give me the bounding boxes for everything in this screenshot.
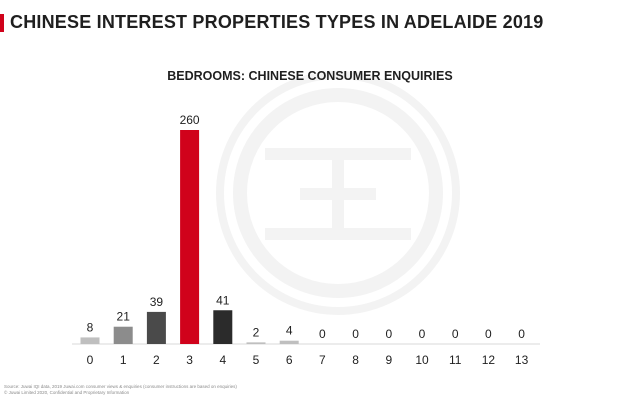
bar-5 [246, 342, 266, 344]
x-tick-label-12: 12 [482, 353, 496, 367]
footer-source: Source: Juwai IQI data, 2019 Juwai.com c… [4, 383, 237, 389]
data-label-7: 0 [319, 327, 326, 341]
data-label-9: 0 [385, 327, 392, 341]
data-label-0: 8 [87, 320, 94, 334]
data-label-1: 21 [117, 310, 131, 324]
x-tick-label-13: 13 [515, 353, 529, 367]
footer-copyright: © Juwai Limited 2020, Confidential and P… [4, 390, 130, 396]
chart-title: BEDROOMS: CHINESE CONSUMER ENQUIRIES [167, 69, 453, 83]
title-accent-bar [0, 13, 4, 32]
data-label-2: 39 [150, 295, 164, 309]
x-tick-label-9: 9 [385, 353, 392, 367]
page-title: CHINESE INTEREST PROPERTIES TYPES IN ADE… [10, 12, 544, 32]
bar-3 [180, 130, 200, 344]
x-tick-label-5: 5 [253, 353, 260, 367]
bar-2 [146, 311, 166, 344]
x-tick-label-10: 10 [415, 353, 429, 367]
page-header: CHINESE INTEREST PROPERTIES TYPES IN ADE… [0, 12, 543, 33]
bar-4 [213, 310, 233, 344]
bar-1 [113, 326, 133, 344]
x-tick-label-6: 6 [286, 353, 293, 367]
x-tick-label-0: 0 [87, 353, 94, 367]
data-label-13: 0 [518, 327, 525, 341]
data-label-6: 4 [286, 324, 293, 338]
bar-6 [279, 340, 299, 344]
x-tick-label-4: 4 [219, 353, 226, 367]
x-tick-label-3: 3 [186, 353, 193, 367]
data-label-8: 0 [352, 327, 359, 341]
bar-0 [80, 337, 100, 344]
data-label-3: 260 [180, 113, 200, 127]
data-label-5: 2 [253, 325, 260, 339]
footer: Source: Juwai IQI data, 2019 Juwai.com c… [4, 384, 237, 398]
data-label-11: 0 [452, 327, 459, 341]
x-tick-label-11: 11 [449, 353, 462, 367]
x-tick-label-1: 1 [120, 353, 127, 367]
data-label-10: 0 [419, 327, 426, 341]
x-tick-label-7: 7 [319, 353, 326, 367]
data-label-4: 41 [216, 293, 230, 307]
x-tick-label-2: 2 [153, 353, 160, 367]
x-tick-label-8: 8 [352, 353, 359, 367]
data-label-12: 0 [485, 327, 492, 341]
